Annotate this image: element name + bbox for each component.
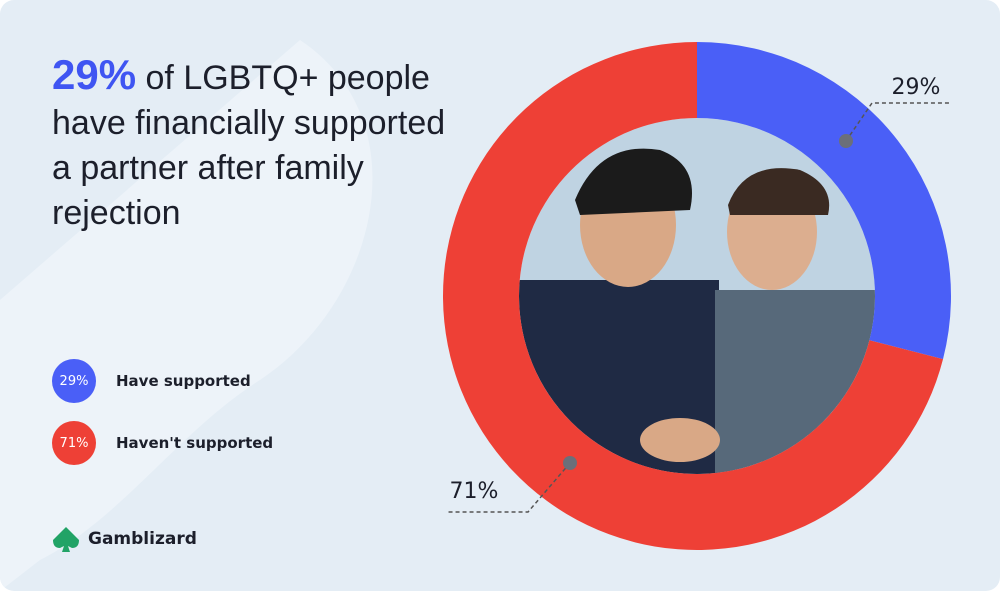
legend-item: 71% Haven't supported	[52, 421, 273, 465]
legend-swatch: 29%	[52, 359, 96, 403]
brand-logo	[53, 527, 79, 552]
callout	[446, 102, 950, 513]
callout-dot	[839, 134, 853, 148]
title: 29% of LGBTQ+ people have financially su…	[52, 52, 452, 236]
legend-swatch: 71%	[52, 421, 96, 465]
title-text: of LGBTQ+ people have financially suppor…	[52, 59, 446, 232]
value-label: 71%	[450, 479, 499, 504]
photo	[519, 118, 875, 474]
callout-dot	[563, 456, 577, 470]
value-label: 29%	[892, 75, 941, 100]
title-highlight: 29%	[52, 51, 137, 98]
donut-segment	[697, 42, 951, 360]
legend-label: Have supported	[116, 372, 251, 390]
donut-segment	[442, 42, 944, 551]
brand-name: Gamblizard	[88, 529, 197, 549]
legend-item: 29% Have supported	[52, 359, 251, 403]
brand: Gamblizard	[52, 526, 197, 552]
legend-label: Haven't supported	[116, 434, 274, 452]
